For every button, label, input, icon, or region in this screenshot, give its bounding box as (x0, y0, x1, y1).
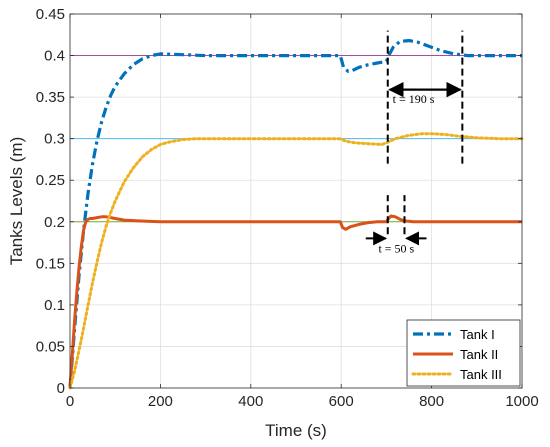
annotations: t = 190 s t = 50 s (365, 30, 464, 256)
y-tick-label: 0.45 (36, 6, 65, 23)
y-tick-label: 0.3 (44, 131, 65, 148)
x-axis-title: Time (s) (265, 421, 327, 440)
duration-label: t = 190 s (393, 92, 435, 106)
duration-label: t = 50 s (378, 242, 414, 256)
y-tick-label: 0.05 (36, 338, 65, 355)
legend-label: Tank III (460, 367, 502, 382)
x-tick-label: 800 (419, 393, 444, 410)
legend-label: Tank II (460, 347, 498, 362)
y-axis-title: Tanks Levels (m) (7, 137, 26, 265)
legend: Tank I Tank II Tank III (406, 319, 521, 387)
x-tick-label: 400 (238, 393, 263, 410)
y-tick-label: 0.25 (36, 172, 65, 189)
series-lines (68, 39, 524, 390)
x-tick-label: 200 (148, 393, 173, 410)
y-tick-label: 0.1 (44, 297, 65, 314)
series-line-tank-i (68, 39, 522, 389)
y-tick-label: 0.2 (44, 214, 65, 231)
y-tick-label: 0.15 (36, 255, 65, 272)
legend-label: Tank I (460, 327, 495, 342)
axis-ticks: 0 200 400 600 800 1000 0 0.05 0.1 0.15 0.2 0.25 0.3 0… (36, 6, 539, 410)
series-line-tank-iii (68, 132, 524, 390)
y-tick-label: 0.4 (44, 48, 65, 65)
y-tick-label: 0.35 (36, 89, 65, 106)
plot-frame (69, 13, 523, 389)
x-tick-label: 1000 (505, 393, 538, 410)
x-tick-label: 0 (66, 393, 74, 410)
series-line-tank-ii (68, 214, 522, 389)
x-tick-label: 600 (329, 393, 354, 410)
y-tick-label: 0 (57, 380, 65, 397)
